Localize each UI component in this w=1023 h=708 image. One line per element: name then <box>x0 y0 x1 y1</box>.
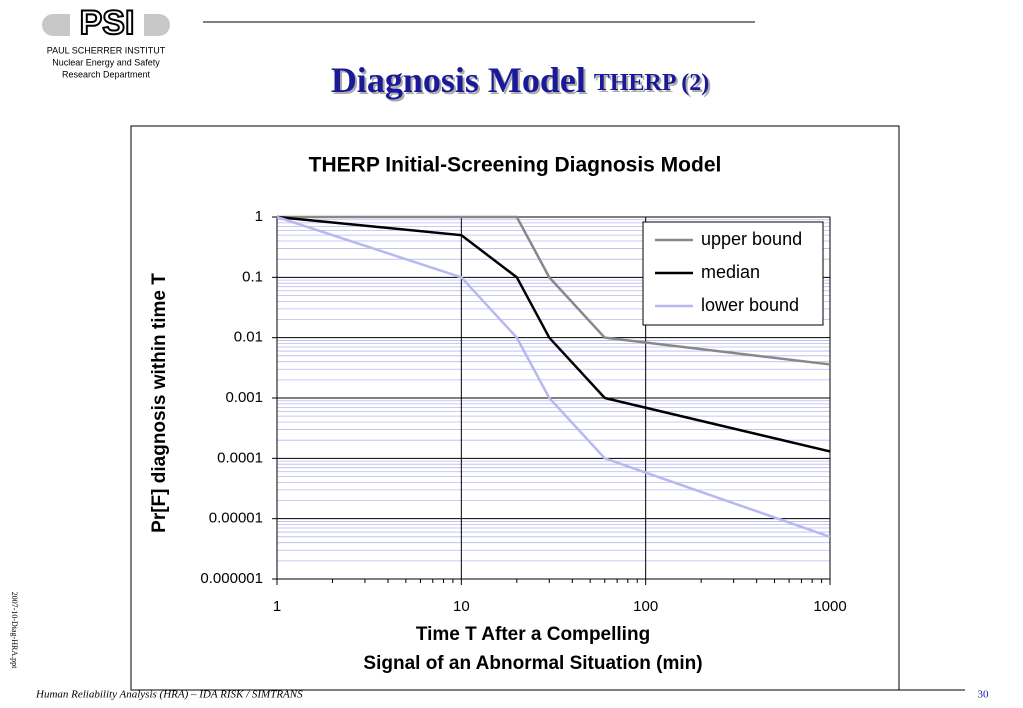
x-tick-label: 1 <box>273 598 281 615</box>
x-axis-label: Time T After a Compelling <box>416 624 650 645</box>
legend-label: upper bound <box>701 229 802 249</box>
y-axis-label: Pr[F] diagnosis within time T <box>149 273 170 533</box>
y-tick-label: 1 <box>255 208 263 225</box>
file-name: 2007-10-Diag-HRA.ppt <box>10 592 19 669</box>
y-tick-label: 0.00001 <box>209 510 263 527</box>
division: Nuclear Energy and Safety <box>52 57 160 67</box>
department: Research Department <box>62 69 151 79</box>
x-axis-label: Signal of an Abnormal Situation (min) <box>363 653 702 674</box>
chart-frame <box>130 125 900 691</box>
plot-area <box>276 216 831 580</box>
legend-label: median <box>701 262 760 282</box>
legend-label: lower bound <box>701 295 799 315</box>
x-tick-label: 10 <box>453 598 470 615</box>
series-line <box>276 215 831 539</box>
logo-box <box>70 6 144 42</box>
x-tick-label: 100 <box>633 598 658 615</box>
y-tick-label: 0.000001 <box>200 570 263 587</box>
y-tick-label: 0.01 <box>234 329 263 346</box>
institute: PAUL SCHERRER INSTITUT <box>47 45 166 55</box>
series-line <box>277 215 831 366</box>
slide-title: Diagnosis Model THERP (2) <box>331 60 709 100</box>
logo: PSI <box>80 4 135 42</box>
y-tick-label: 0.1 <box>242 268 263 285</box>
footer-text: Human Reliability Analysis (HRA) – IDA R… <box>35 689 303 701</box>
page-number: 30 <box>978 689 990 701</box>
x-tick-label: 1000 <box>813 598 846 615</box>
y-tick-label: 0.0001 <box>217 449 263 466</box>
series-line <box>276 215 831 453</box>
chart-title: THERP Initial-Screening Diagnosis Model <box>309 154 722 177</box>
y-tick-label: 0.001 <box>225 389 263 406</box>
